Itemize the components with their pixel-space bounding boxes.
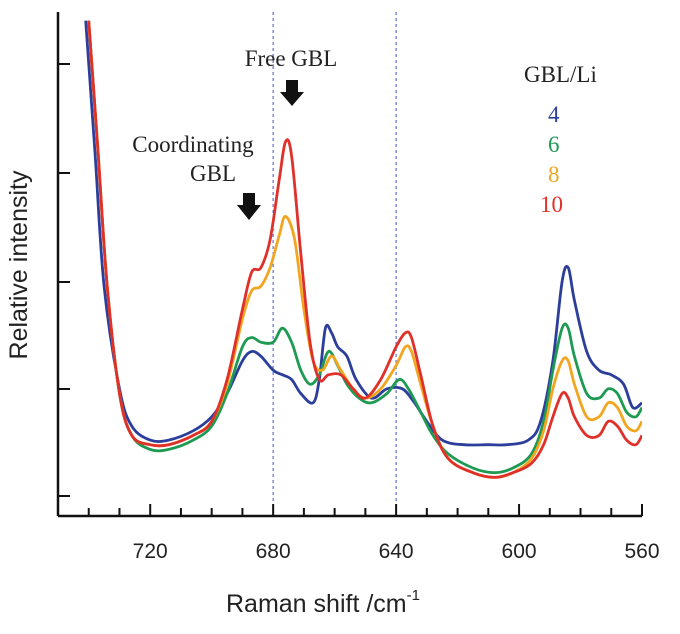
- down-arrow-icon: [237, 193, 261, 220]
- y-axis-title: Relative intensity: [5, 170, 33, 359]
- x-tick-labels: 720 680 640 600 560: [133, 540, 660, 563]
- x-tick-label: 640: [379, 540, 414, 563]
- legend-entry-6: 6: [548, 132, 560, 157]
- spectra-series: [84, 20, 642, 479]
- series-line-gbl-li-8: [87, 20, 642, 479]
- free-gbl-label: Free GBL: [245, 46, 338, 71]
- x-tick-label: 560: [624, 540, 659, 563]
- reference-lines: [272, 12, 397, 516]
- x-tick-label: 600: [502, 540, 537, 563]
- legend-title: GBL/Li: [524, 62, 597, 87]
- coordinating-label-line2: GBL: [190, 161, 236, 186]
- coordinating-gbl-annotation: Coordinating GBL: [132, 132, 261, 220]
- series-line-gbl-li-4: [84, 20, 642, 447]
- legend: GBL/Li 4 6 8 10: [524, 62, 597, 217]
- series-line-gbl-li-10: [87, 20, 642, 479]
- x-axis-title: Raman shift /cm-1: [226, 587, 420, 618]
- plot-axes: [56, 12, 642, 518]
- series-line-gbl-li-6: [87, 20, 642, 475]
- down-arrow-icon: [280, 80, 304, 106]
- x-tick-marks: [87, 504, 643, 516]
- x-tick-label: 680: [256, 540, 291, 563]
- legend-entry-4: 4: [548, 102, 560, 127]
- legend-entry-8: 8: [548, 162, 560, 187]
- free-gbl-annotation: Free GBL: [245, 46, 338, 106]
- x-tick-label: 720: [133, 540, 168, 563]
- legend-entry-10: 10: [540, 192, 563, 217]
- coordinating-label-line1: Coordinating: [132, 132, 254, 157]
